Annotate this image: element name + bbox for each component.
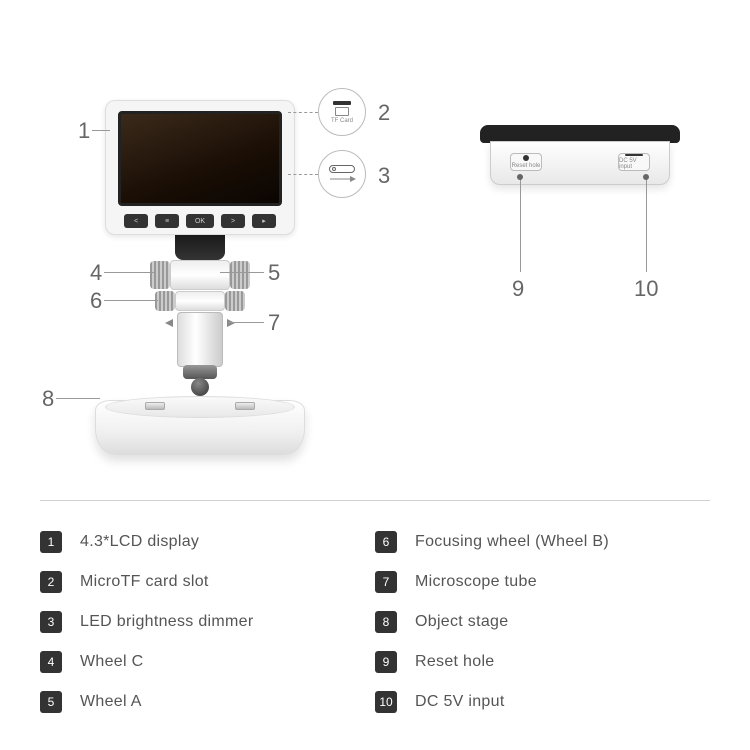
wheel-c-left	[150, 261, 170, 289]
legend-label: Wheel A	[80, 693, 142, 711]
callout-3: 3	[378, 163, 390, 189]
legend-row-4: 4 Wheel C	[40, 651, 375, 673]
legend-row-1: 1 4.3*LCD display	[40, 531, 375, 553]
callout-10: 10	[634, 276, 658, 302]
object-stage-top	[105, 396, 295, 418]
callout-1: 1	[78, 118, 90, 144]
legend-label: MicroTF card slot	[80, 573, 209, 591]
callout-9: 9	[512, 276, 524, 302]
callout-4: 4	[90, 260, 102, 286]
lcd-display: < ≡ OK > ▸	[105, 100, 295, 235]
legend-badge: 7	[375, 571, 397, 593]
wheel-c-row	[150, 260, 250, 290]
line-3	[288, 174, 318, 175]
tf-card-glyph	[335, 107, 349, 116]
legend-badge: 9	[375, 651, 397, 673]
legend-row-6: 6 Focusing wheel (Wheel B)	[375, 531, 710, 553]
legend-badge: 6	[375, 531, 397, 553]
focus-wheel-row	[155, 290, 245, 312]
legend-col-left: 1 4.3*LCD display 2 MicroTF card slot 3 …	[40, 531, 375, 731]
dc-input-slot: DC 5V input	[618, 153, 650, 171]
reset-hole-slot: Reset hole	[510, 153, 542, 171]
dot-9	[517, 174, 523, 180]
line-5	[220, 272, 264, 273]
legend-label: Reset hole	[415, 653, 495, 671]
line-6	[104, 300, 158, 301]
legend-badge: 1	[40, 531, 62, 553]
wheel-b-left	[155, 291, 175, 311]
legend-label: Microscope tube	[415, 573, 537, 591]
wheel-c-right	[230, 261, 250, 289]
legend-label: Focusing wheel (Wheel B)	[415, 533, 609, 551]
legend-badge: 3	[40, 611, 62, 633]
legend-badge: 5	[40, 691, 62, 713]
legend: 1 4.3*LCD display 2 MicroTF card slot 3 …	[40, 500, 710, 731]
line-1	[92, 130, 110, 131]
lcd-btn-back: <	[124, 214, 148, 228]
dimmer-icon	[318, 150, 366, 198]
lcd-btn-fwd: >	[221, 214, 245, 228]
reset-hole-label: Reset hole	[512, 163, 541, 169]
tf-tiny: TF Card	[331, 118, 353, 124]
legend-label: Object stage	[415, 613, 508, 631]
focus-center	[175, 291, 225, 311]
line-9	[520, 178, 521, 272]
callout-2: 2	[378, 100, 390, 126]
legend-row-3: 3 LED brightness dimmer	[40, 611, 375, 633]
legend-label: 4.3*LCD display	[80, 533, 199, 551]
legend-label: Wheel C	[80, 653, 143, 671]
stage-clip-right	[235, 402, 255, 410]
legend-badge: 2	[40, 571, 62, 593]
line-10	[646, 178, 647, 272]
legend-row-10: 10 DC 5V input	[375, 691, 710, 713]
lcd-btn-play: ▸	[252, 214, 276, 228]
lcd-button-row: < ≡ OK > ▸	[124, 214, 276, 228]
diagram-area: < ≡ OK > ▸	[0, 0, 750, 480]
line-8	[56, 398, 100, 399]
lcd-btn-ok: OK	[186, 214, 214, 228]
wheel-b-right	[225, 291, 245, 311]
neck	[175, 235, 225, 260]
tf-card-icon: TF Card	[318, 88, 366, 136]
dc-input-label: DC 5V input	[619, 158, 649, 170]
legend-row-9: 9 Reset hole	[375, 651, 710, 673]
microscope-side-view: Reset hole DC 5V input	[480, 125, 680, 245]
legend-badge: 10	[375, 691, 397, 713]
callout-8: 8	[42, 386, 54, 412]
lens-tip	[191, 378, 209, 396]
line-4	[104, 272, 154, 273]
line-2	[288, 112, 318, 113]
lcd-screen	[118, 111, 282, 206]
tf-glyph	[333, 101, 351, 105]
legend-badge: 8	[375, 611, 397, 633]
legend-row-5: 5 Wheel A	[40, 691, 375, 713]
wheel-a	[170, 260, 230, 290]
dc-input-icon	[625, 154, 643, 156]
legend-row-8: 8 Object stage	[375, 611, 710, 633]
callout-6: 6	[90, 288, 102, 314]
line-7	[228, 322, 264, 323]
dot-10	[643, 174, 649, 180]
legend-label: LED brightness dimmer	[80, 613, 253, 631]
lcd-btn-menu: ≡	[155, 214, 179, 228]
legend-row-7: 7 Microscope tube	[375, 571, 710, 593]
lens-ring	[183, 365, 217, 379]
legend-col-right: 6 Focusing wheel (Wheel B) 7 Microscope …	[375, 531, 710, 731]
dimmer-arrow-icon	[328, 175, 356, 183]
dimmer-glyph	[329, 165, 355, 173]
reset-hole-icon	[523, 155, 529, 161]
callout-5: 5	[268, 260, 280, 286]
rotate-arrows	[167, 316, 233, 330]
legend-row-2: 2 MicroTF card slot	[40, 571, 375, 593]
callout-7: 7	[268, 310, 280, 336]
legend-label: DC 5V input	[415, 693, 505, 711]
legend-badge: 4	[40, 651, 62, 673]
stage-clip-left	[145, 402, 165, 410]
